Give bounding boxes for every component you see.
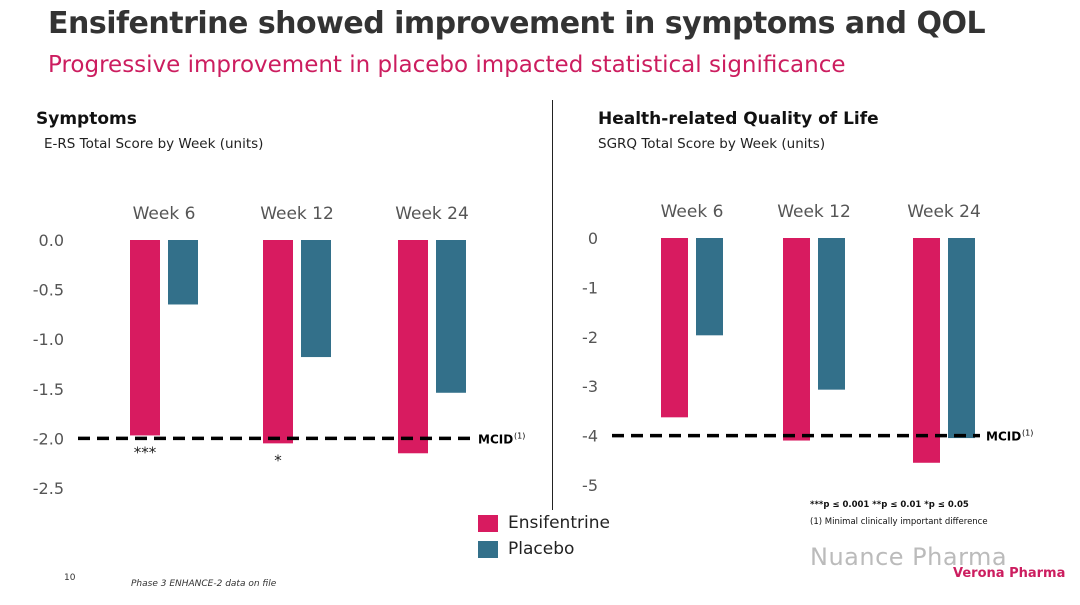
legend-item-ensifentrine: Ensifentrine [478,510,610,536]
legend-label-placebo: Placebo [508,539,575,559]
source-note: Phase 3 ENHANCE-2 data on file [131,579,277,589]
qol-ytick-label: -1 [582,278,598,297]
qol-ytick-label: -2 [582,328,598,347]
legend-swatch-ensifentrine [478,514,498,532]
page-title: Ensifentrine showed improvement in sympt… [48,6,986,41]
qol-bar-placebo [696,238,723,336]
qol-mcid-superscript: (1) [1022,429,1033,438]
symptoms-ytick-label: 0.0 [39,231,64,250]
mcid-footnote: (1) Minimal clinically important differe… [810,517,988,527]
qol-bar-ensifentrine [913,238,940,463]
symptoms-bar-placebo [301,240,331,358]
symptoms-ytick-label: -2.5 [33,479,64,498]
symptoms-panel-title: Symptoms [36,109,137,129]
qol-panel-subtitle: SGRQ Total Score by Week (units) [598,136,826,152]
brand-logo-text: Verona Pharma [953,566,1066,581]
panel-divider [552,100,553,510]
legend-item-placebo: Placebo [478,536,610,562]
symptoms-category-label: Week 12 [260,204,334,224]
symptoms-mcid-superscript: (1) [514,431,525,440]
qol-bar-ensifentrine [783,238,810,441]
qol-mcid-label: MCID [986,430,1021,444]
qol-bar-ensifentrine [661,238,688,418]
symptoms-bar-ensifentrine [398,240,428,454]
legend-label-ensifentrine: Ensifentrine [508,513,610,533]
symptoms-bar-ensifentrine [263,240,293,444]
watermark-text: Nuance Pharma [810,543,1008,571]
symptoms-category-label: Week 6 [133,204,196,224]
qol-category-label: Week 24 [907,202,981,222]
page-subtitle: Progressive improvement in placebo impac… [48,52,846,78]
page-number: 10 [64,573,76,583]
symptoms-bar-ensifentrine [130,240,160,436]
symptoms-mcid-label: MCID [478,432,513,446]
legend-swatch-placebo [478,540,498,558]
symptoms-significance-marker: * [274,451,282,469]
qol-ytick-label: -4 [582,427,598,446]
symptoms-ytick-label: -1.5 [33,380,64,399]
symptoms-bar-placebo [436,240,466,393]
qol-ytick-label: -5 [582,476,598,495]
qol-category-label: Week 6 [661,202,724,222]
qol-category-label: Week 12 [777,202,851,222]
symptoms-ytick-label: -0.5 [33,281,64,300]
qol-ytick-label: -3 [582,377,598,396]
qol-bar-placebo [948,238,975,439]
symptoms-panel-subtitle: E-RS Total Score by Week (units) [44,136,264,152]
symptoms-ytick-label: -2.0 [33,429,64,448]
significance-footnote: ***p ≤ 0.001 **p ≤ 0.01 *p ≤ 0.05 [810,500,969,510]
symptoms-significance-marker: *** [134,443,157,461]
qol-panel-title: Health-related Quality of Life [598,109,879,129]
qol-bar-placebo [818,238,845,390]
symptoms-bar-placebo [168,240,198,305]
symptoms-category-label: Week 24 [395,204,469,224]
symptoms-ytick-label: -1.0 [33,330,64,349]
qol-ytick-label: 0 [588,229,598,248]
chart-legend: Ensifentrine Placebo [478,510,610,562]
